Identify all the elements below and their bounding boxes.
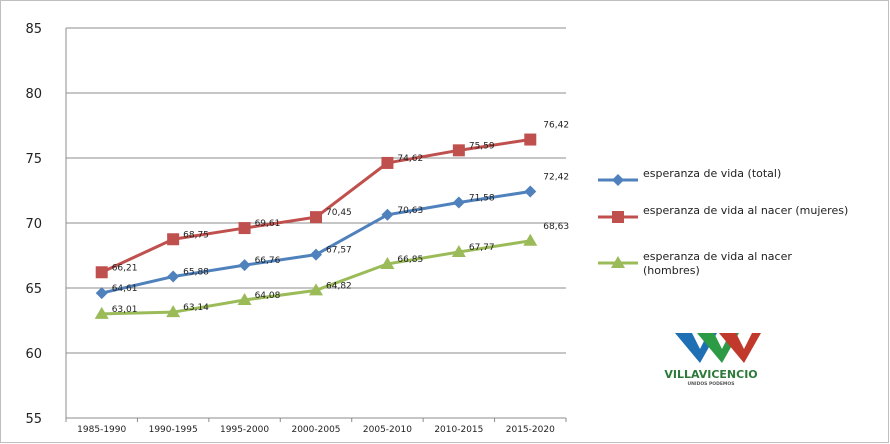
data-point-triangle <box>237 292 252 305</box>
data-point-square <box>95 266 108 279</box>
y-tick-label: 80 <box>25 87 42 102</box>
y-tick-label: 65 <box>25 282 42 297</box>
data-point-diamond <box>310 248 322 261</box>
x-axis: 1985-1990 1990-1995 1995-2000 2000-2005 2005… <box>65 417 567 435</box>
legend-label: esperanza de vida al nacer (mujeres) <box>643 204 848 217</box>
x-tick-label: 2005-2010 <box>363 425 412 435</box>
series-group: 64,6165,8866,7667,5770,6371,5872,4266,21… <box>94 121 569 319</box>
x-tick-label: 1985-1990 <box>77 425 126 435</box>
data-point-triangle <box>523 233 538 246</box>
data-point-diamond <box>95 287 108 300</box>
y-tick-label: 75 <box>25 152 42 167</box>
data-label: 63,14 <box>183 303 209 313</box>
data-point-square <box>381 156 394 169</box>
data-point-diamond <box>612 174 624 186</box>
series-2: 63,01 63,14 64,08 64,82 66,85 67,77 68,63 <box>94 222 569 319</box>
data-label: 74,62 <box>397 154 423 164</box>
data-point-diamond <box>381 208 394 221</box>
data-point-diamond <box>452 196 465 209</box>
y-tick-label: 60 <box>25 347 42 362</box>
x-tick-label: 1990-1995 <box>149 425 198 435</box>
data-point-triangle <box>611 256 625 268</box>
data-label: 71,58 <box>469 193 495 203</box>
data-point-square <box>452 144 465 157</box>
data-label: 64,08 <box>255 291 281 301</box>
villavicencio-logo: VILLAVICENCIO UNIDOS PODEMOS <box>664 333 761 387</box>
data-point-square <box>524 133 537 146</box>
data-point-square <box>238 222 251 235</box>
data-label: 76,42 <box>543 121 569 131</box>
data-label: 72,42 <box>543 173 569 183</box>
data-label: 70,45 <box>326 208 352 218</box>
data-point-diamond <box>238 259 251 272</box>
legend-label: (hombres) <box>643 264 700 277</box>
data-point-triangle <box>380 256 395 269</box>
series-0: 64,61 65,88 66,76 67,57 70,63 71,58 72,42 <box>95 173 569 300</box>
series-1: 66,21 68,75 69,61 70,45 74,62 75,59 76,42 <box>95 121 569 279</box>
data-label: 68,75 <box>183 230 209 240</box>
data-label: 70,63 <box>397 206 423 216</box>
data-point-diamond <box>167 270 180 283</box>
data-label: 66,85 <box>397 255 423 265</box>
data-label: 66,21 <box>112 263 138 273</box>
data-label: 69,61 <box>255 219 281 229</box>
data-point-triangle <box>451 244 466 257</box>
legend-item-0: esperanza de vida (total) <box>598 167 781 186</box>
data-label: 75,59 <box>469 141 495 151</box>
legend-item-1: esperanza de vida al nacer (mujeres) <box>598 204 848 223</box>
data-label: 64,61 <box>112 284 138 294</box>
data-label: 65,88 <box>183 268 209 278</box>
gridlines <box>66 27 566 354</box>
data-label: 67,57 <box>326 246 352 256</box>
y-tick-label: 70 <box>25 217 42 232</box>
data-label: 63,01 <box>112 305 138 315</box>
legend-item-2: esperanza de vida al nacer(hombres) <box>598 250 792 277</box>
x-tick-label: 2000-2005 <box>291 425 340 435</box>
data-point-triangle <box>309 283 323 296</box>
y-tick-label: 55 <box>25 412 42 427</box>
data-point-square <box>167 233 180 246</box>
data-point-triangle <box>166 305 181 318</box>
x-tick-label: 2015-2020 <box>506 425 555 435</box>
logo-name-text: VILLAVICENCIO <box>664 368 757 381</box>
data-label: 66,76 <box>255 256 281 266</box>
data-point-square <box>310 211 322 224</box>
data-point-triangle <box>94 306 109 319</box>
data-point-square <box>612 211 624 223</box>
logo-v-red <box>719 333 761 363</box>
y-axis: 55 60 65 70 75 80 85 <box>25 22 67 427</box>
data-label: 67,77 <box>469 243 495 253</box>
legend-label: esperanza de vida (total) <box>643 167 781 180</box>
data-point-diamond <box>524 185 537 198</box>
x-tick-label: 2010-2015 <box>434 425 483 435</box>
legend: esperanza de vida (total) esperanza de vi… <box>598 167 848 277</box>
data-label: 64,82 <box>326 281 352 291</box>
x-tick-label: 1995-2000 <box>220 425 269 435</box>
logo-tagline-text: UNIDOS PODEMOS <box>688 381 735 387</box>
data-label: 68,63 <box>543 222 569 232</box>
y-tick-label: 85 <box>25 22 42 37</box>
legend-label: esperanza de vida al nacer <box>643 250 792 263</box>
